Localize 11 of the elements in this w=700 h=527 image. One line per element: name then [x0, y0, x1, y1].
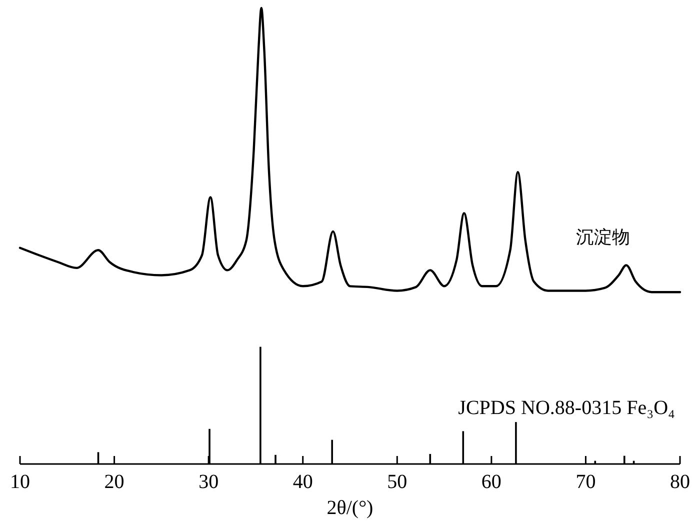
x-tick-label: 70: [576, 471, 596, 493]
series-label: 沉淀物: [576, 227, 630, 248]
text: JCPDS NO.88-0315 Fe₃O₄: [458, 397, 675, 420]
x-axis-title: 2θ/(°): [326, 497, 374, 519]
x-tick-label: 20: [104, 471, 124, 493]
x-tick-label: 40: [292, 471, 313, 493]
x-tick-label: 30: [198, 471, 219, 493]
x-tick-label: 60: [481, 471, 502, 493]
x-tick-label: 10: [10, 471, 30, 493]
x-tick-label: 80: [670, 471, 690, 493]
x-tick-label: 50: [387, 471, 408, 493]
